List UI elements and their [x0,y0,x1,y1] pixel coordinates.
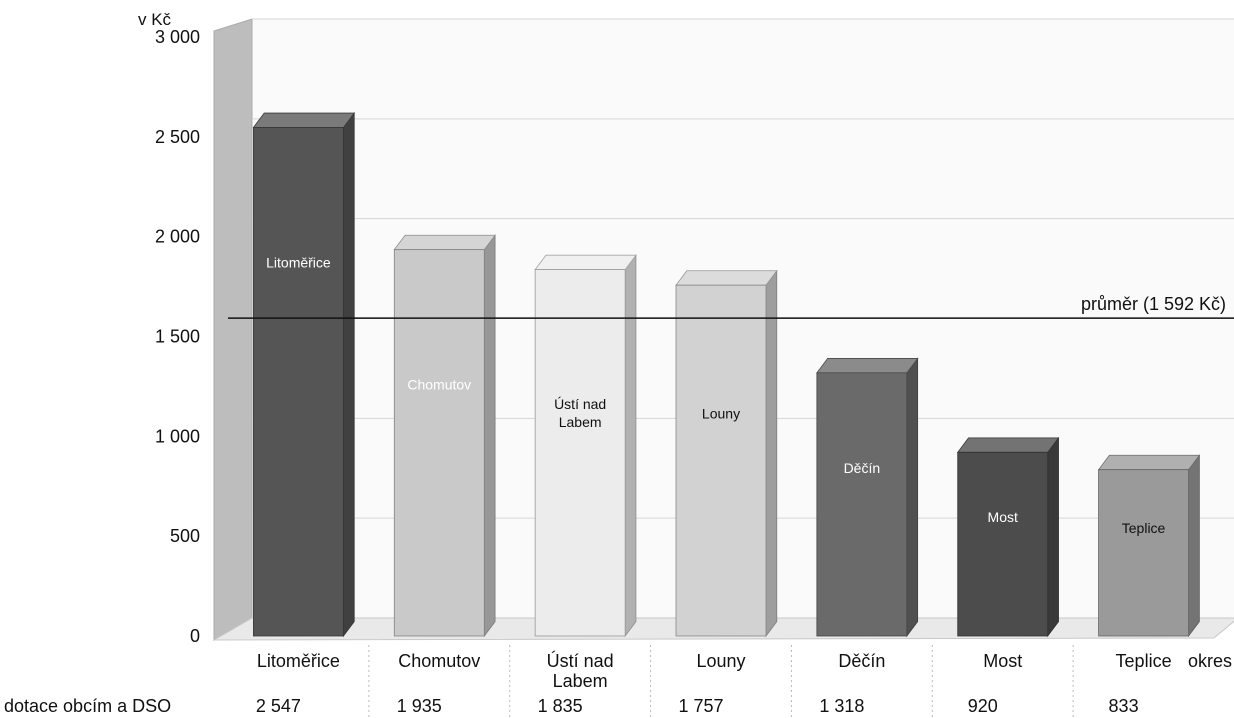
bar: Ústí nad Labem [535,255,636,636]
value-label: 2 547 [256,696,301,716]
bar-top [394,235,495,249]
bar-top [1099,455,1200,469]
bar-side [484,235,495,636]
value-label: 1 757 [678,696,723,716]
bar-inner-label: Teplice [1122,520,1166,536]
bar-front [676,285,766,636]
bar: Litoměřice [253,113,354,636]
bar-front [394,250,484,636]
y-axis-ticks: 0 500 1 000 1 500 2 000 2 500 3 000 [155,27,200,646]
value-label: 833 [1109,696,1139,716]
y-tick-label: 3 000 [155,27,200,47]
bar-top [535,255,636,269]
value-label: 1 318 [819,696,864,716]
bar-inner-label: Chomutov [407,377,471,393]
x-category-label: Teplice [1116,651,1172,671]
bar: Teplice [1099,455,1200,636]
x-category-label: Most [983,651,1022,671]
series-row-label: dotace obcím a DSO [4,696,171,716]
y-tick-label: 500 [170,526,200,546]
bar-side [766,271,777,636]
bar-front [535,270,625,636]
bar-top [958,438,1059,452]
bar: Most [958,438,1059,636]
y-tick-label: 2 000 [155,227,200,247]
average-label: průměr (1 592 Kč) [1081,294,1226,314]
y-tick-label: 2 500 [155,127,200,147]
y-tick-label: 1 500 [155,327,200,347]
bar-front [1099,470,1189,636]
bar-front [817,373,907,636]
bar-side [625,255,636,636]
bar-top [817,358,918,372]
bar-front [253,127,343,636]
bar: Louny [676,271,777,636]
bar-side [1048,438,1059,636]
value-label: 1 935 [397,696,442,716]
y-tick-label: 0 [190,626,200,646]
x-category-label: Děčín [838,651,885,671]
y-tick-label: 1 000 [155,426,200,446]
x-category-label: Chomutov [398,651,480,671]
bar-side [1189,455,1200,636]
bar-inner-label: Děčín [844,460,881,476]
bar-inner-label: Litoměřice [266,254,331,270]
bar-side [343,113,354,636]
x-axis-title: okres [1188,651,1232,671]
value-table: dotace obcím a DSO 2 547 1 935 1 835 1 757 1 … [4,696,1139,716]
value-label: 1 835 [538,696,583,716]
bar-top [676,271,777,285]
x-category-label: Louny [696,651,745,671]
bar-side [907,358,918,636]
bar-inner-label: Most [988,509,1018,525]
value-label: 920 [968,696,998,716]
bar-front [958,452,1048,636]
side-wall [214,19,252,640]
x-category-label: Ústí nad Labem [547,650,614,691]
bar: Chomutov [394,235,495,636]
x-category-label: Litoměřice [257,651,340,671]
bar: Děčín [817,358,918,636]
bar-top [253,113,354,127]
bar-inner-label: Louny [702,405,740,421]
